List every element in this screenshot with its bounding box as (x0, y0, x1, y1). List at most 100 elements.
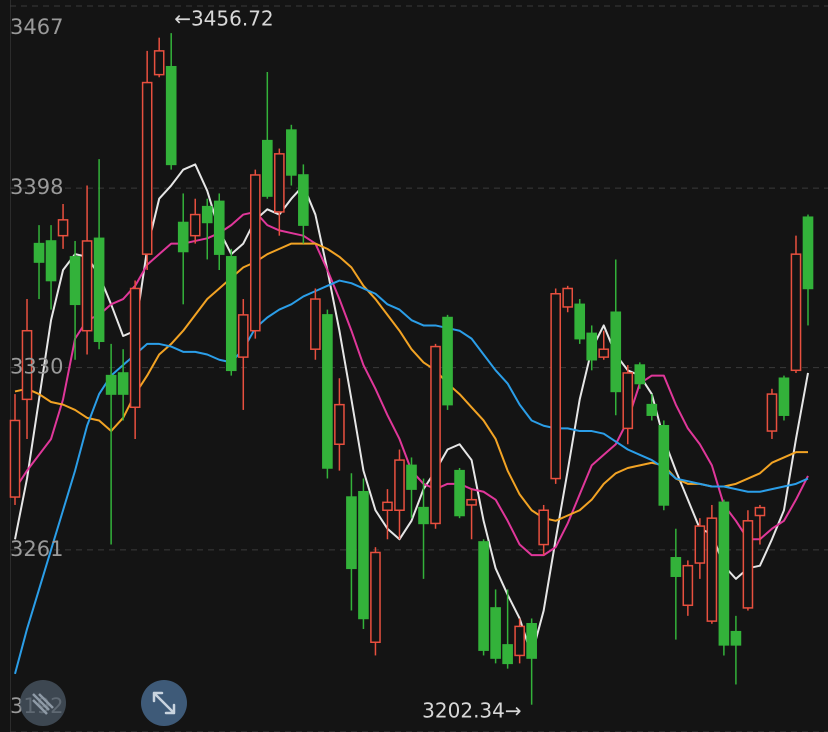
candle (778, 375, 790, 421)
candle (213, 193, 225, 270)
candle (177, 193, 189, 305)
ma-line (14, 279, 809, 675)
reset-button[interactable] (20, 680, 66, 726)
candle (105, 343, 117, 545)
low-label: 3202.34→ (422, 699, 521, 723)
candle (9, 394, 21, 505)
candle-body (358, 491, 369, 620)
candle (718, 499, 730, 656)
candle-body (69, 256, 81, 306)
candle (766, 388, 778, 439)
candle-body (117, 372, 129, 395)
candle-body (598, 348, 610, 358)
candle (634, 362, 646, 389)
candle (502, 589, 513, 669)
candle-body (574, 303, 586, 340)
candle-body (249, 174, 261, 332)
candle-body (550, 293, 561, 480)
candle (754, 504, 766, 545)
candle (274, 148, 285, 236)
candle-body (430, 345, 441, 525)
candle (129, 280, 141, 439)
expand-icon (152, 691, 176, 715)
candle (538, 504, 549, 556)
candle-body (153, 50, 165, 76)
candle-body (286, 129, 297, 176)
candle-body (45, 240, 57, 282)
candle (334, 378, 345, 471)
expand-button[interactable] (141, 680, 187, 726)
candle (658, 420, 670, 511)
candle (33, 225, 45, 300)
candle (81, 185, 93, 355)
candle (57, 204, 69, 249)
candle-body (382, 501, 393, 511)
candle (646, 394, 658, 421)
candle-body (502, 644, 513, 665)
y-tick-label: 3467 (10, 15, 63, 39)
candle (21, 299, 33, 439)
candle (574, 299, 586, 344)
candle (394, 449, 405, 540)
candle (514, 618, 525, 664)
candle-body (177, 221, 189, 253)
candle-body (21, 329, 33, 401)
candle (610, 259, 622, 416)
candle (550, 288, 561, 484)
candle (430, 343, 441, 529)
candle-body (526, 623, 537, 659)
candle-body (766, 393, 778, 432)
candle-body (682, 564, 694, 607)
candle-body (622, 372, 634, 430)
candle-body (778, 377, 790, 416)
candle (622, 365, 634, 445)
candle (69, 240, 81, 360)
candle (586, 325, 598, 371)
candle-body (346, 496, 357, 570)
candle-body (418, 506, 429, 525)
candle-body (394, 459, 405, 511)
candle-body (141, 81, 153, 255)
candle (370, 547, 381, 656)
candle (93, 159, 105, 350)
candle (706, 504, 718, 624)
candle (358, 478, 369, 630)
candle (298, 164, 309, 244)
candle (153, 37, 165, 78)
candle-body (706, 517, 718, 622)
candle (346, 473, 357, 611)
candle (490, 589, 501, 664)
candle-body (730, 630, 742, 646)
candle (286, 124, 297, 186)
candle-body (262, 139, 273, 197)
candle (742, 510, 754, 611)
candle-body (442, 316, 453, 406)
candle (322, 309, 333, 479)
candle-body (646, 403, 658, 416)
candle-body (334, 403, 345, 445)
candle-body (57, 219, 69, 237)
candle (670, 528, 682, 640)
candle-body (165, 65, 177, 166)
high-label: ←3456.72 (174, 7, 273, 31)
candle-body (562, 287, 574, 308)
candle-body (213, 200, 225, 255)
candle-body (538, 509, 549, 546)
reset-icon (32, 693, 54, 715)
candle (478, 539, 489, 656)
candle-body (802, 216, 814, 290)
candle (466, 489, 477, 540)
candles (9, 33, 814, 705)
candle-body (478, 541, 489, 651)
candle-body (694, 525, 706, 564)
candle (442, 314, 453, 410)
candle-body (298, 174, 309, 226)
candle-body (225, 256, 237, 372)
candle (418, 478, 429, 579)
candle (730, 615, 742, 685)
y-tick-label: 3398 (10, 175, 63, 199)
candle (141, 50, 153, 270)
candle-body (466, 498, 477, 506)
